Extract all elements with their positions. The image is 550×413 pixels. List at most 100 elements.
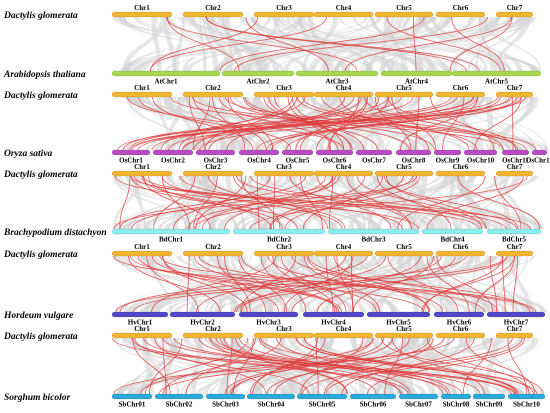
background-link	[124, 176, 239, 229]
syntenic-link	[193, 96, 355, 151]
syntenic-link	[457, 175, 541, 230]
chromosome-label: OsChr10	[467, 157, 495, 165]
syntenic-link	[351, 255, 353, 313]
syntenic-link	[352, 255, 434, 313]
syntenic-link	[130, 96, 498, 151]
species-label: Dactylis glomerata	[3, 11, 78, 21]
background-link	[325, 97, 421, 150]
background-link	[167, 97, 286, 150]
background-link	[497, 97, 535, 150]
syntenic-link	[376, 175, 452, 230]
syntenic-link	[158, 337, 445, 395]
background-link	[276, 17, 504, 71]
syntenic-link	[131, 175, 336, 230]
background-link	[385, 97, 466, 150]
syntenic-link	[436, 255, 494, 313]
species-label: Dactylis glomerata	[3, 91, 78, 101]
background-link	[117, 17, 306, 71]
syntenic-link	[465, 337, 536, 395]
background-link	[132, 17, 473, 71]
chromosome-label: Chr7	[507, 163, 523, 171]
background-link	[168, 97, 275, 150]
syntenic-link	[256, 175, 260, 230]
syntenic-link	[507, 337, 527, 395]
chromosome-bar	[182, 91, 244, 98]
chromosome-bar	[152, 149, 194, 156]
syntenic-link	[300, 175, 323, 230]
chromosome-label: Chr1	[134, 325, 150, 333]
syntenic-link	[287, 96, 332, 151]
background-link	[185, 97, 252, 150]
background-link	[253, 338, 494, 394]
syntenic-link	[161, 175, 191, 230]
chromosome-bar	[435, 11, 486, 18]
chromosome-bar	[313, 250, 374, 257]
background-link	[245, 17, 502, 71]
chromosome-label: Chr6	[453, 325, 469, 333]
syntenic-link	[151, 96, 458, 151]
background-link	[310, 256, 546, 312]
chromosome-label: OsChr5	[286, 157, 310, 165]
chromosome-bar	[302, 311, 365, 318]
background-link	[494, 17, 531, 71]
chromosome-label: Chr4	[336, 243, 352, 251]
background-link	[170, 97, 230, 150]
chromosome-label: Chr3	[276, 243, 292, 251]
species-label: Brachypodium distachyon	[3, 228, 107, 238]
syntenic-link	[364, 96, 504, 151]
background-link	[121, 338, 286, 394]
syntenic-link	[201, 175, 326, 230]
chromosome-bar	[111, 91, 173, 98]
chromosome-label: Chr5	[396, 243, 412, 251]
background-link	[223, 17, 533, 71]
background-link	[194, 338, 285, 394]
syntenic-link	[217, 255, 266, 313]
background-link	[474, 97, 536, 150]
syntenic-link	[128, 96, 402, 151]
syntenic-link	[501, 255, 506, 313]
background-link	[148, 256, 172, 312]
background-link	[234, 256, 486, 312]
syntenic-link	[231, 337, 384, 395]
background-link	[481, 338, 530, 394]
background-link	[205, 17, 232, 71]
syntenic-link	[137, 255, 340, 313]
syntenic-link	[140, 337, 374, 395]
syntenic-link	[113, 337, 455, 395]
syntenic-link	[128, 255, 221, 313]
chromosome-label: Chr7	[507, 84, 523, 92]
chromosome-label: Chr2	[205, 243, 221, 251]
chromosome-label: Chr3	[276, 84, 292, 92]
syntenic-link	[325, 255, 334, 313]
chromosome-bar	[313, 91, 374, 98]
chromosome-bar	[440, 393, 472, 400]
background-link	[218, 256, 230, 312]
chromosome-bar	[313, 332, 374, 339]
syntenic-link	[291, 255, 530, 313]
background-link	[136, 17, 483, 71]
chromosome-label: Chr3	[276, 325, 292, 333]
chromosome-bar	[349, 393, 397, 400]
chromosome-label: Chr5	[396, 325, 412, 333]
background-link	[402, 338, 510, 394]
chromosome-label: Chr6	[453, 4, 469, 12]
background-link	[115, 176, 285, 229]
background-link	[250, 256, 479, 312]
background-link	[156, 176, 339, 229]
background-link	[203, 176, 307, 229]
background-link	[407, 97, 535, 150]
chromosome-bar	[495, 91, 534, 98]
chromosome-label: Chr4	[336, 84, 352, 92]
background-link	[113, 338, 234, 394]
background-link	[144, 256, 269, 312]
background-link	[500, 176, 529, 229]
syntenic-link	[119, 175, 131, 230]
background-link	[114, 256, 388, 312]
chromosome-bar	[501, 149, 530, 156]
background-link	[430, 17, 511, 71]
background-link	[356, 97, 444, 150]
chromosome-label: Chr5	[396, 163, 412, 171]
background-link	[127, 176, 216, 229]
chromosome-label: AtChr1	[155, 78, 178, 86]
background-link	[376, 256, 439, 312]
